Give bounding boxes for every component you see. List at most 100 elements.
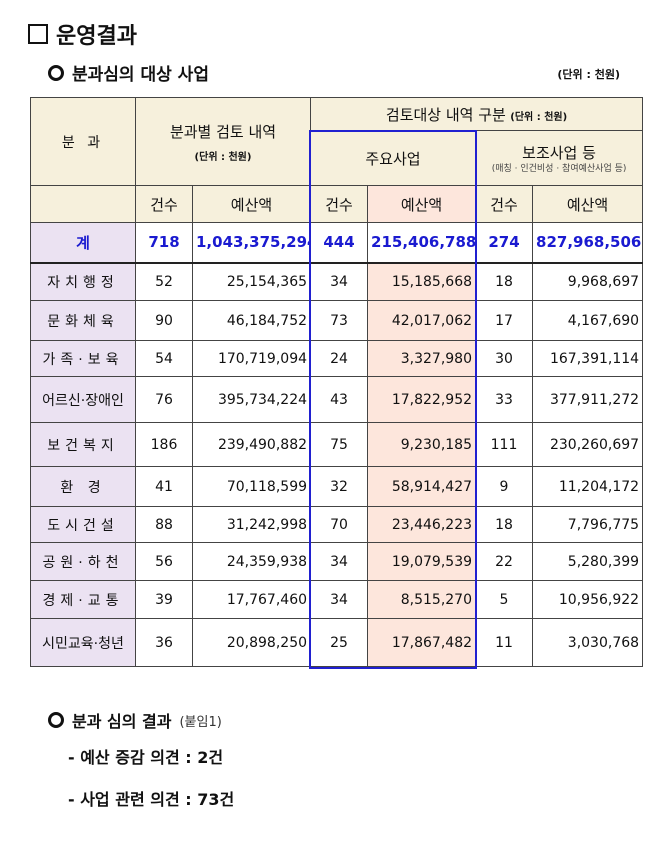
main-count: 34 [310,262,369,301]
budget: 170,719,094 [191,340,312,377]
budget-table: 분 과 분과별 검토 내역 (단위 : 천원) 검토대상 내역 구분 (단위 : … [30,97,644,667]
total-aux-count: 274 [475,222,534,264]
header-count: 건수 [475,185,534,223]
table-row: 자치행정 52 25,154,365 34 15,185,668 18 9,968,697 [30,262,644,301]
header-budget: 예산액 [367,185,477,223]
header-review: 분과별 검토 내역 (단위 : 천원) [134,97,312,186]
main-count: 43 [310,376,369,423]
dept-label: 공원·하천 [30,542,136,581]
aux-count: 9 [475,466,534,507]
aux-budget: 5,280,399 [532,542,644,581]
header-dept-cont [30,185,136,223]
section-title: 분과심의 대상 사업 [72,65,209,85]
aux-count: 5 [475,580,534,619]
main-budget: 17,822,952 [367,376,477,423]
dept-label: 어르신·장애인 [30,376,136,423]
table-row: 시민교육·청년 36 20,898,250 25 17,867,482 11 3,030,7… [30,618,644,667]
table-row: 공원·하천 56 24,359,938 34 19,079,539 22 5,280,399 [30,542,644,581]
main-budget: 3,327,980 [367,340,477,377]
result-item: - 예산 증감 의견 : 2건 [68,748,224,767]
count: 52 [135,262,193,301]
budget: 24,359,938 [191,542,312,581]
header-aux: 보조사업 등 (매칭 · 인건비성 · 참여예산사업 등) [475,130,644,186]
table-row: 가족·보육 54 170,719,094 24 3,327,980 30 167,391,1… [30,340,644,377]
page-title: 운영결과 [28,18,137,50]
circle-bullet-icon [48,64,64,81]
header-budget: 예산액 [532,185,644,223]
count: 88 [135,506,193,543]
circle-bullet-icon [48,712,64,728]
count: 186 [135,422,193,467]
total-label: 계 [30,222,136,264]
aux-budget: 9,968,697 [532,262,644,301]
title-text: 운영결과 [56,24,137,49]
table-row: 어르신·장애인 76 395,734,224 43 17,822,952 33 377,91… [30,376,644,423]
attachment-ref: (붙임1) [179,714,222,730]
header-budget: 예산액 [191,185,312,223]
budget: 395,734,224 [191,376,312,423]
aux-budget: 11,204,172 [532,466,644,507]
main-budget: 42,017,062 [367,300,477,341]
aux-count: 22 [475,542,534,581]
aux-budget: 3,030,768 [532,618,644,667]
header-target-unit: (단위 : 천원) [510,111,568,123]
aux-count: 111 [475,422,534,467]
main-count: 70 [310,506,369,543]
main-count: 24 [310,340,369,377]
section-heading: 분과심의 대상 사업 [48,60,209,85]
aux-count: 18 [475,506,534,543]
table-row: 경제·교통 39 17,767,460 34 8,515,270 5 10,956,922 [30,580,644,619]
aux-budget: 377,911,272 [532,376,644,423]
main-budget: 23,446,223 [367,506,477,543]
header-dept: 분 과 [30,97,136,186]
header-target: 검토대상 내역 구분 (단위 : 천원) [310,97,644,131]
budget: 25,154,365 [191,262,312,301]
table-row: 도시건설 88 31,242,998 70 23,446,223 18 7,796,775 [30,506,644,543]
result-title: 분과 심의 결과 [72,712,172,731]
aux-count: 33 [475,376,534,423]
header-review-unit: (단위 : 천원) [194,151,252,163]
main-count: 34 [310,542,369,581]
dept-label: 경제·교통 [30,580,136,619]
header-target-label: 검토대상 내역 구분 [385,105,506,124]
budget: 31,242,998 [191,506,312,543]
dept-label: 자치행정 [30,262,136,301]
count: 54 [135,340,193,377]
dept-label: 문화체육 [30,300,136,341]
aux-budget: 167,391,114 [532,340,644,377]
main-budget: 58,914,427 [367,466,477,507]
dept-label: 보건복지 [30,422,136,467]
unit-label: (단위 : 천원) [557,68,620,81]
square-bullet-icon [28,24,48,44]
count: 41 [135,466,193,507]
aux-count: 17 [475,300,534,341]
aux-budget: 4,167,690 [532,300,644,341]
dept-label: 가족·보육 [30,340,136,377]
main-budget: 19,079,539 [367,542,477,581]
total-aux-budget: 827,968,506 [532,222,644,264]
total-main-count: 444 [310,222,369,264]
dept-label: 도시건설 [30,506,136,543]
header-count: 건수 [135,185,193,223]
header-aux-label: 보조사업 등 [522,143,596,162]
dept-label: 환 경 [30,466,136,507]
result-item: - 사업 관련 의견 : 73건 [68,790,235,809]
budget: 70,118,599 [191,466,312,507]
count: 56 [135,542,193,581]
count: 76 [135,376,193,423]
count: 90 [135,300,193,341]
total-count: 718 [135,222,193,264]
main-budget: 9,230,185 [367,422,477,467]
table-row: 보건복지 186 239,490,882 75 9,230,185 111 230,260,… [30,422,644,467]
header-main: 주요사업 [310,130,477,186]
main-count: 34 [310,580,369,619]
table-row: 문화체육 90 46,184,752 73 42,017,062 17 4,167,690 [30,300,644,341]
aux-count: 11 [475,618,534,667]
table-row: 환 경 41 70,118,599 32 58,914,427 9 11,204,172 [30,466,644,507]
total-row: 계 718 1,043,375,294 444 215,406,788 274 … [30,222,644,264]
aux-budget: 10,956,922 [532,580,644,619]
header-review-label: 분과별 검토 내역 [169,122,277,141]
main-count: 75 [310,422,369,467]
header-count: 건수 [310,185,369,223]
aux-count: 18 [475,262,534,301]
